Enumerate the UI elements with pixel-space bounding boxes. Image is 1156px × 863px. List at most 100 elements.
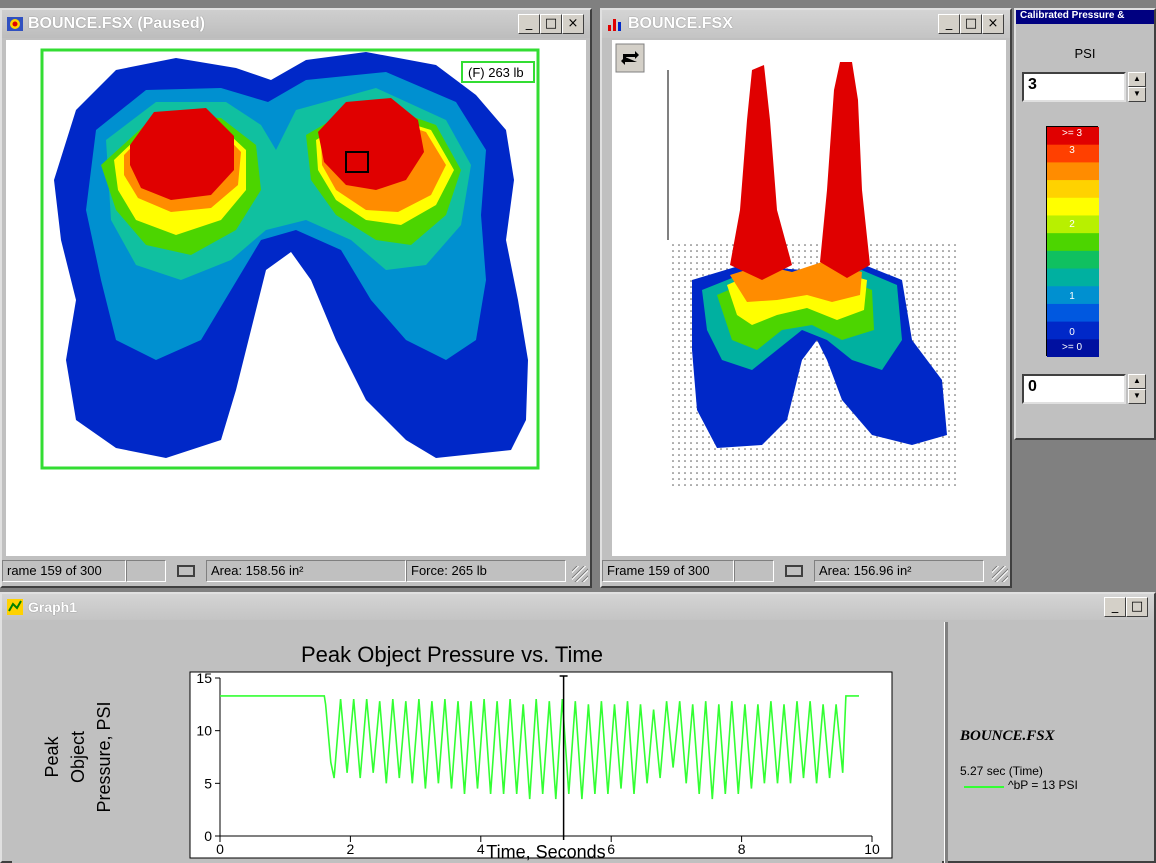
legend-band [1047,215,1099,234]
force-readout: (F) 263 lb [461,61,535,83]
sensing-area-frame [40,48,540,470]
selection-box[interactable] [345,151,369,173]
status-blank-3d [734,560,774,582]
resize-grip[interactable] [992,566,1008,582]
maximize-button[interactable]: □ [960,14,982,34]
graph-window[interactable]: Graph1 _ □ Peak Object Pressure vs. Time… [0,592,1156,863]
spin-down-icon[interactable]: ▼ [1128,87,1146,102]
x-tick-label: 6 [607,841,615,857]
x-tick-label: 8 [738,841,746,857]
x-tick-label: 4 [477,841,485,857]
peak-left [730,65,792,280]
app-icon[interactable] [6,15,24,33]
y-axis-label: Peak [42,735,62,777]
minimize-button[interactable]: _ [1104,597,1126,617]
chart-title: Peak Object Pressure vs. Time [301,642,603,667]
pressure-legend: >= 3 3 2 1 0 >= 0 [1046,126,1099,358]
pressure-map-titlebar[interactable]: BOUNCE.FSX (Paused) _ □ × [2,10,590,38]
plot-frame [189,671,893,859]
maximize-button[interactable]: □ [1126,597,1148,617]
y-axis-label: Pressure, PSI [94,701,114,812]
min-value-spinner[interactable]: ▲ ▼ [1128,374,1146,404]
chart-icon[interactable] [606,15,624,33]
x-tick-label: 2 [347,841,355,857]
y-axis-label: Object [68,731,88,783]
graph-title: Graph1 [28,599,78,615]
area-readout-3d: Area: 156.96 in² [814,560,984,582]
legend-label-1: 1 [1069,291,1075,302]
pressure-map-statusbar: rame 159 of 300 Area: 158.56 in² Force: … [2,558,590,584]
legend-label-2: 2 [1069,219,1075,230]
spin-down-icon[interactable]: ▼ [1128,389,1146,404]
legend-band [1047,144,1099,163]
status-blank [126,560,166,582]
x-tick-label: 10 [864,841,880,857]
pressure-map-title: BOUNCE.FSX (Paused) [28,15,205,32]
min-value-input[interactable]: 0 [1022,374,1126,404]
x-tick-label: 0 [216,841,224,857]
pressure-region-red [130,98,424,200]
y-tick-label: 0 [204,828,212,844]
pressure-3d-surface [615,43,958,490]
units-label: PSI [1074,46,1096,61]
resize-grip[interactable] [572,566,588,582]
legend-label-max: >= 3 [1061,128,1083,139]
info-time: 5.27 sec (Time) [960,764,1043,778]
minimize-button[interactable]: _ [518,14,540,34]
pressure-3d-titlebar[interactable]: BOUNCE.FSX _ □ × [602,10,1010,38]
legend-band [1047,180,1099,199]
legend-band [1047,250,1099,270]
legend-band [1047,321,1099,340]
legend-band [1047,339,1099,358]
pressure-3d-canvas[interactable] [612,40,1006,556]
pressure-heatmap: (F) 263 lb [40,48,540,470]
pressure-3d-title: BOUNCE.FSX [628,15,733,32]
pressure-series-line [220,695,859,800]
y-tick-label: 5 [204,775,212,791]
svg-text:(F) 263 lb: (F) 263 lb [468,65,524,80]
legend-label-min: >= 0 [1061,342,1083,353]
legend-panel[interactable]: Calibrated Pressure & PSI 3 ▲ ▼ >= 3 3 2 … [1014,8,1156,440]
legend-titlebar[interactable]: Calibrated Pressure & [1016,10,1154,24]
legend-band [1047,197,1099,216]
legend-band [1047,162,1099,181]
view-mode-icon[interactable] [774,565,814,577]
rotate-icon[interactable] [615,43,645,73]
area-readout: Area: 158.56 in² [206,560,406,582]
legend-band [1047,268,1099,287]
peak-right [820,62,870,278]
graph-icon[interactable] [6,598,24,616]
force-status: Force: 265 lb [406,560,566,582]
graph-titlebar[interactable]: Graph1 _ □ [2,594,1154,620]
pressure-3d-statusbar: Frame 159 of 300 Area: 156.96 in² [602,558,1010,584]
minimize-button[interactable]: _ [938,14,960,34]
graph-info-panel: BOUNCE.FSX 5.27 sec (Time) ^bP = 13 PSI [950,622,1154,863]
pressure-map-canvas[interactable]: (F) 263 lb [6,40,586,556]
max-value-spinner[interactable]: ▲ ▼ [1128,72,1146,102]
close-button[interactable]: × [982,14,1004,34]
legend-band [1047,127,1099,146]
frame-counter-3d: Frame 159 of 300 [602,560,734,582]
y-tick-label: 10 [196,723,212,739]
info-series-value: ^bP = 13 PSI [1008,778,1078,792]
area-mode-icon[interactable] [166,565,206,577]
y-tick-label: 15 [196,670,212,686]
pressure-3d-window[interactable]: BOUNCE.FSX _ □ × [600,8,1012,588]
legend-band [1047,233,1099,252]
pressure-map-window[interactable]: BOUNCE.FSX (Paused) _ □ × (F) 263 [0,8,592,588]
close-button[interactable]: × [562,14,584,34]
spin-up-icon[interactable]: ▲ [1128,72,1146,87]
graph-plot-area[interactable]: Peak Object Pressure vs. Time 0 2 4 6 8 10 0 5 10… [12,622,942,863]
maximize-button[interactable]: □ [540,14,562,34]
legend-band [1047,286,1099,305]
spin-up-icon[interactable]: ▲ [1128,374,1146,389]
frame-counter: rame 159 of 300 [2,560,126,582]
legend-label-3: 3 [1069,145,1075,156]
graph-divider [944,622,948,863]
x-axis-label: Time, Seconds [486,842,605,862]
max-value-input[interactable]: 3 [1022,72,1126,102]
pressure-time-chart: Peak Object Pressure vs. Time 0 2 4 6 8 10 0 5 10… [42,642,893,862]
legend-scale [1047,127,1099,358]
legend-band [1047,303,1099,323]
